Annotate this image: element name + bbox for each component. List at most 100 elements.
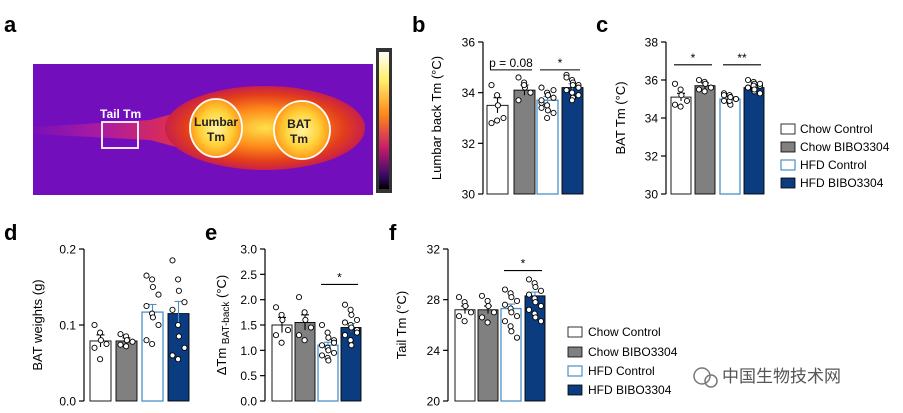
data-point (347, 337, 354, 344)
significance-label: * (337, 270, 342, 284)
y-axis-label: Lumbar back Tm (°C) (429, 56, 444, 180)
data-point (532, 299, 539, 306)
data-point (175, 287, 182, 294)
bar-chow-bibo (513, 89, 536, 195)
data-point (544, 92, 551, 99)
data-point (494, 117, 501, 124)
lumbar-roi (189, 98, 243, 158)
data-point (508, 309, 515, 316)
y-tick-label: 1.5 (240, 319, 257, 333)
data-point (272, 332, 280, 339)
data-point (550, 87, 557, 94)
legend-label: Chow BIBO3304 (588, 345, 678, 359)
data-point (544, 107, 551, 114)
data-point (532, 314, 539, 321)
data-point (97, 329, 104, 336)
y-tick-label: 2.0 (240, 293, 257, 307)
data-point (348, 311, 355, 318)
data-point (744, 84, 752, 91)
data-point (488, 120, 495, 127)
data-point (143, 337, 150, 344)
data-point (129, 338, 136, 345)
significance-label: ** (737, 51, 747, 65)
y-tick-label: 20 (427, 395, 441, 409)
data-point (348, 324, 355, 331)
data-point (318, 342, 326, 349)
bar-chow-bibo (694, 85, 716, 195)
y-tick-label: 34 (462, 86, 476, 100)
data-point (353, 329, 361, 336)
data-point (461, 318, 468, 325)
data-point (318, 321, 326, 329)
data-point (537, 302, 545, 310)
data-point (720, 92, 728, 99)
bat-roi-label-2: Tm (290, 132, 308, 146)
data-point (677, 86, 684, 93)
data-point (671, 101, 679, 108)
data-point (181, 299, 188, 306)
temperature-scale-bar (379, 52, 389, 189)
data-point (149, 283, 156, 291)
charts: 30 32 34 36 Lumbar back Tm (°C) p = 0.08 * 30 32… (30, 36, 765, 409)
data-point (695, 76, 703, 84)
y-tick-label: 0.5 (240, 369, 257, 383)
y-tick-label: 1.0 (240, 344, 257, 358)
data-point (484, 319, 491, 326)
y-tick-label: 28 (427, 293, 441, 307)
data-point (301, 337, 308, 344)
legend-label: Chow Control (800, 122, 873, 136)
data-point (117, 341, 124, 348)
legend-swatch-chow-control (567, 326, 583, 338)
data-point (727, 94, 734, 101)
data-point (508, 294, 515, 301)
panel-label-f: f (389, 220, 397, 245)
data-point (103, 340, 110, 348)
data-point (756, 90, 764, 97)
data-point (295, 294, 303, 301)
y-tick-label: 0.1 (59, 319, 76, 333)
legend-swatch-hfd-control (780, 159, 796, 171)
panel-label-c: c (596, 12, 608, 37)
y-tick-label: 30 (645, 188, 659, 202)
y-tick-label: 38 (645, 36, 659, 50)
data-point (123, 343, 130, 350)
bar-hfd-bibo (561, 87, 584, 195)
y-axis-label: BAT Tm (°C) (613, 81, 628, 154)
y-tick-label: 36 (645, 74, 659, 88)
chart-d: 0.0 0.1 0.2 BAT weights (g) (30, 243, 190, 409)
data-point (544, 102, 551, 109)
data-point (330, 349, 338, 356)
data-point (756, 80, 764, 87)
data-point (279, 316, 286, 323)
data-point (478, 314, 486, 321)
data-point (569, 82, 576, 89)
data-point (515, 97, 522, 104)
significance-label: p = 0.08 (489, 56, 533, 70)
data-point (677, 103, 684, 110)
data-point (537, 318, 545, 325)
legend-swatch-chow-bibo (567, 346, 583, 358)
data-point (318, 352, 326, 359)
y-axis-label: BAT weights (g) (30, 279, 45, 370)
data-point (175, 276, 182, 283)
lumbar-roi-label-1: Lumbar (194, 115, 238, 129)
legend-top: Chow Control Chow BIBO3304 HFD Control H… (780, 122, 890, 190)
data-point (347, 306, 354, 313)
data-point (143, 272, 150, 279)
data-point (538, 84, 545, 91)
data-point (181, 344, 188, 351)
data-point (455, 313, 463, 320)
legend-label: HFD BIBO3304 (588, 383, 672, 397)
legend-label: HFD Control (588, 364, 655, 378)
data-point (149, 340, 156, 348)
lumbar-roi-label-2: Tm (207, 130, 225, 144)
data-point (278, 311, 285, 318)
data-point (169, 306, 176, 313)
data-point (485, 302, 492, 310)
data-point (544, 114, 551, 122)
data-point (353, 316, 361, 323)
data-point (155, 291, 162, 298)
data-point (341, 319, 349, 326)
data-point (751, 86, 758, 93)
